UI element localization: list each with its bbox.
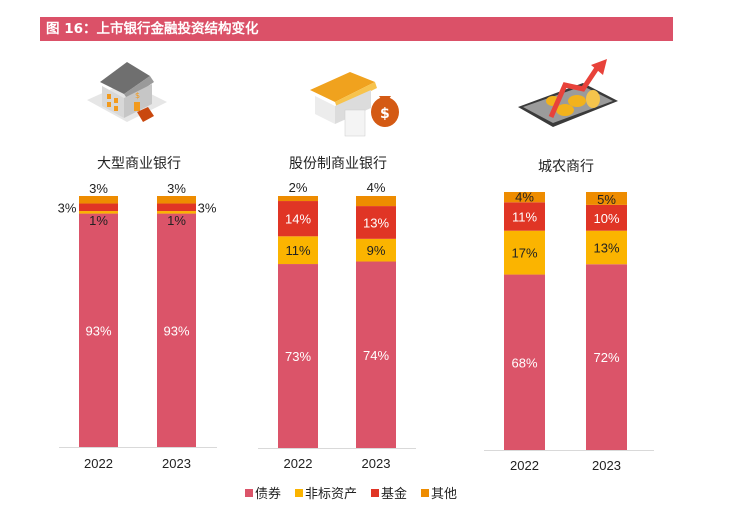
bar-segment-债券-2022 bbox=[504, 274, 545, 450]
legend-label: 其他 bbox=[431, 487, 458, 502]
panel-title-large-banks: 大型商业银行 bbox=[97, 156, 181, 172]
legend-swatch bbox=[371, 488, 380, 497]
legend-item-3: 其他 bbox=[421, 483, 457, 502]
legend-label: 债券 bbox=[255, 487, 282, 502]
x-tick-label: 2022 bbox=[284, 456, 313, 471]
x-tick-label: 2022 bbox=[84, 456, 113, 471]
bar-segment-其他-2022 bbox=[504, 192, 545, 203]
bar-segment-基金-2023 bbox=[586, 204, 627, 231]
chart-panel-2: 68% 17% 11% 4% 2022 72% 13% 10% 5% 2023 bbox=[484, 189, 654, 473]
tablet-coins-growth-icon bbox=[518, 59, 618, 127]
bar-segment-其他-2023 bbox=[356, 196, 396, 207]
bar-segment-债券-2023 bbox=[157, 213, 196, 447]
panel-title-city-rural-banks: 城农商行 bbox=[538, 159, 594, 175]
legend-swatch bbox=[295, 488, 304, 497]
bar-segment-债券-2023 bbox=[356, 261, 396, 448]
data-label: 11% bbox=[512, 210, 537, 225]
bar-segment-债券-2023 bbox=[586, 264, 627, 450]
data-label: 1% bbox=[167, 213, 186, 228]
bar-segment-非标资产-2023 bbox=[157, 211, 196, 214]
bar-segment-债券-2022 bbox=[79, 213, 118, 447]
legend-swatch bbox=[421, 488, 430, 497]
svg-text:$: $ bbox=[380, 106, 390, 122]
data-label: 9% bbox=[367, 243, 386, 258]
svg-text:$: $ bbox=[135, 91, 140, 100]
legend-swatch bbox=[245, 488, 253, 497]
bar-segment-其他-2023 bbox=[157, 196, 196, 204]
x-tick-label: 2023 bbox=[362, 456, 391, 471]
data-label: 3% bbox=[89, 181, 108, 196]
bar-segment-非标资产-2023 bbox=[356, 238, 396, 262]
data-label: 3% bbox=[58, 200, 77, 215]
data-label: 1% bbox=[89, 213, 108, 228]
bank-building-icon: $ bbox=[87, 62, 167, 122]
data-label: 14% bbox=[285, 212, 311, 227]
legend-item-0: 债券 bbox=[245, 483, 281, 502]
chart-panel-1: 73% 11% 14% 2% 2022 74% 9% 13% 4% 2023 bbox=[258, 180, 416, 471]
data-label: 93% bbox=[85, 323, 111, 338]
bar-segment-非标资产-2023 bbox=[586, 230, 627, 265]
panel-title-joint-stock-banks: 股份制商业银行 bbox=[289, 156, 387, 172]
data-label: 11% bbox=[285, 243, 310, 258]
chart-panel-0: 93% 1% 3% 3% 2022 93% 1% 3% 3% 2023 bbox=[58, 181, 217, 471]
bar-segment-非标资产-2022 bbox=[504, 230, 545, 275]
bar-segment-基金-2023 bbox=[356, 206, 396, 239]
data-label: 73% bbox=[285, 349, 311, 364]
x-tick-label: 2023 bbox=[162, 456, 191, 471]
bar-segment-其他-2022 bbox=[79, 196, 118, 204]
bar-segment-基金-2022 bbox=[278, 201, 318, 237]
data-label: 68% bbox=[511, 355, 537, 370]
data-label: 4% bbox=[515, 189, 534, 204]
legend-label: 非标资产 bbox=[305, 487, 358, 502]
data-label: 93% bbox=[163, 323, 189, 338]
bar-segment-其他-2022 bbox=[278, 196, 318, 202]
bar-segment-其他-2023 bbox=[586, 192, 627, 205]
bar-segment-基金-2022 bbox=[79, 203, 118, 212]
data-label: 17% bbox=[511, 246, 537, 261]
x-tick-label: 2023 bbox=[592, 458, 621, 473]
data-label: 13% bbox=[593, 240, 619, 255]
bar-segment-基金-2022 bbox=[504, 202, 545, 231]
data-label: 4% bbox=[367, 180, 386, 195]
data-label: 3% bbox=[198, 200, 217, 215]
legend-label: 基金 bbox=[381, 487, 408, 502]
data-label: 3% bbox=[167, 181, 186, 196]
data-label: 13% bbox=[363, 215, 389, 230]
bar-segment-非标资产-2022 bbox=[278, 236, 318, 265]
legend-item-2: 基金 bbox=[371, 483, 407, 502]
bank-moneybag-icon: $ bbox=[310, 72, 399, 137]
data-label: 72% bbox=[593, 350, 619, 365]
data-label: 2% bbox=[289, 180, 308, 195]
x-tick-label: 2022 bbox=[510, 458, 539, 473]
figure-title: 图 16：上市银行金融投资结构变化 bbox=[40, 17, 673, 41]
data-label: 10% bbox=[593, 211, 619, 226]
legend: 债券 非标资产 基金 其他 bbox=[245, 483, 457, 502]
bar-segment-债券-2022 bbox=[278, 264, 318, 448]
bar-segment-非标资产-2022 bbox=[79, 211, 118, 214]
data-label: 74% bbox=[363, 348, 389, 363]
legend-item-1: 非标资产 bbox=[295, 483, 357, 502]
data-label: 5% bbox=[597, 192, 616, 207]
bar-segment-基金-2023 bbox=[157, 203, 196, 212]
